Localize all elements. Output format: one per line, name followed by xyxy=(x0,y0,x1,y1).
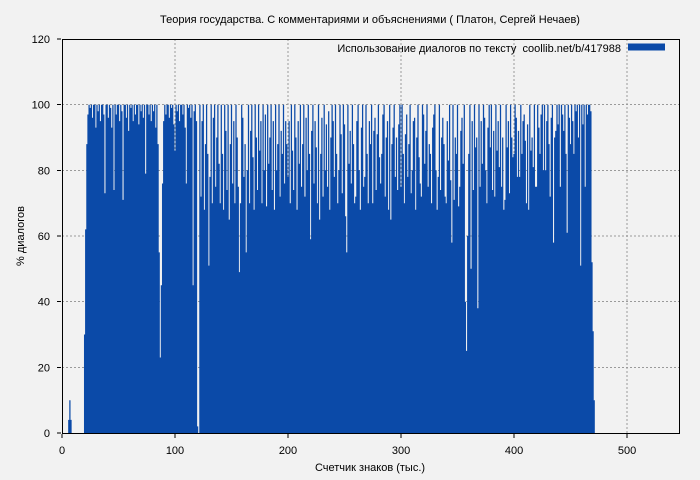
y-tick-label: 20 xyxy=(38,362,50,374)
x-tick-labels: 0 100 200 300 400 500 xyxy=(59,445,636,457)
legend-swatch xyxy=(628,43,665,51)
y-tick-label: 100 xyxy=(32,100,50,112)
y-tick-label: 60 xyxy=(38,231,50,243)
x-tick-label: 0 xyxy=(59,445,65,457)
x-tick-label: 200 xyxy=(279,445,297,457)
x-axis-label: Счетчик знаков (тыс.) xyxy=(315,462,425,474)
impulse-series xyxy=(68,104,595,433)
y-tick-labels: 0 20 40 60 80 100 120 xyxy=(32,34,50,440)
impulse-path xyxy=(68,104,595,433)
x-tick-label: 500 xyxy=(618,445,636,457)
y-axis-label: % диалогов xyxy=(15,206,27,266)
plot-border xyxy=(62,39,680,434)
x-tick-label: 400 xyxy=(505,445,523,457)
y-tick-label: 0 xyxy=(44,428,50,440)
chart-title: Теория государства. С комментариями и об… xyxy=(160,14,580,26)
y-tick-label: 120 xyxy=(32,34,50,46)
axis-ticks xyxy=(57,38,628,438)
legend-label: Использование диалогов по тексту coollib… xyxy=(337,43,621,55)
y-tick-label: 40 xyxy=(38,297,50,309)
x-tick-label: 100 xyxy=(166,445,184,457)
x-tick-label: 300 xyxy=(392,445,410,457)
y-tick-label: 80 xyxy=(38,165,50,177)
